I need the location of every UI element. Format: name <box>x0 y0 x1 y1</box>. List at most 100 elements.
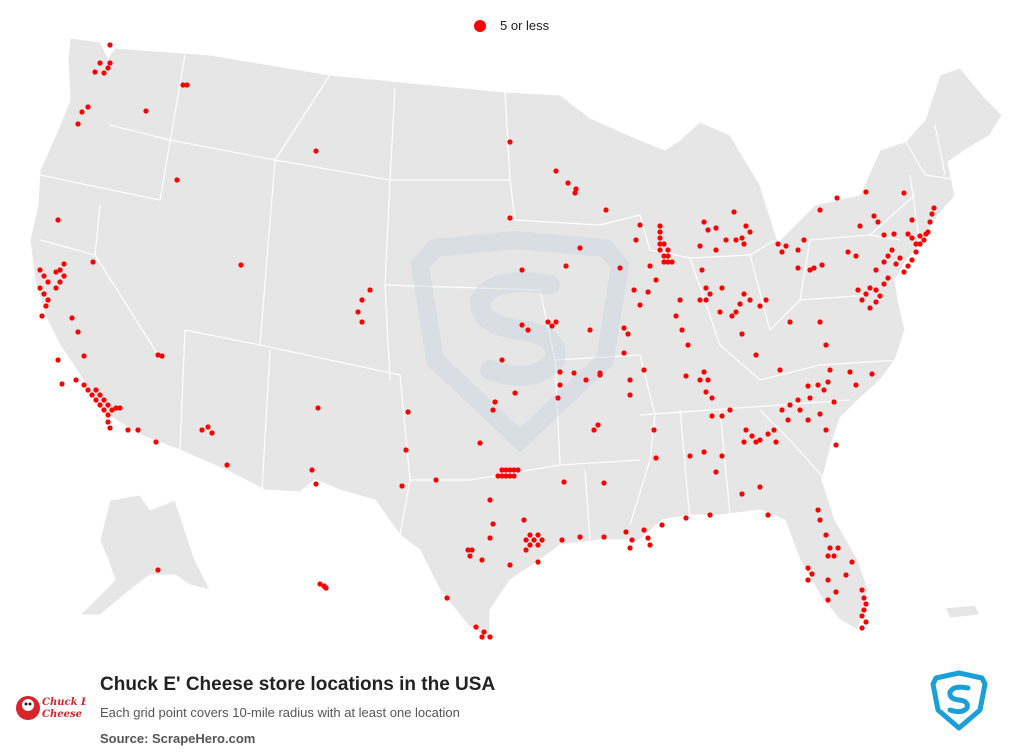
store-location-dot <box>109 407 115 413</box>
store-location-dot <box>507 139 513 145</box>
store-location-dot <box>817 411 823 417</box>
store-location-dot <box>444 595 450 601</box>
store-location-dot <box>765 512 771 518</box>
store-location-dot <box>597 372 603 378</box>
store-location-dot <box>891 231 897 237</box>
store-location-dot <box>39 313 45 319</box>
store-location-dot <box>873 299 879 305</box>
store-location-dot <box>743 223 749 229</box>
store-location-dot <box>561 479 567 485</box>
store-location-dot <box>701 369 707 375</box>
store-location-dot <box>805 383 811 389</box>
store-location-dot <box>673 313 679 319</box>
store-location-dot <box>621 350 627 356</box>
store-location-dot <box>687 453 693 459</box>
us-map <box>29 37 1003 641</box>
store-location-dot <box>875 219 881 225</box>
store-location-dot <box>549 323 555 329</box>
store-location-dot <box>487 535 493 541</box>
store-location-dot <box>857 223 863 229</box>
store-location-dot <box>855 287 861 293</box>
store-location-dot <box>753 439 759 445</box>
store-location-dot <box>41 291 47 297</box>
store-location-dot <box>897 255 903 261</box>
store-location-dot <box>637 302 643 308</box>
store-location-dot <box>823 427 829 433</box>
store-location-dot <box>107 60 113 66</box>
store-location-dot <box>159 353 165 359</box>
store-location-dot <box>621 325 627 331</box>
store-location-dot <box>713 469 719 475</box>
store-location-dot <box>653 455 659 461</box>
store-location-dot <box>697 377 703 383</box>
store-location-dot <box>89 392 95 398</box>
store-location-dot <box>809 571 815 577</box>
store-location-dot <box>773 439 779 445</box>
store-location-dot <box>905 231 911 237</box>
store-location-dot <box>315 405 321 411</box>
store-location-dot <box>559 537 565 543</box>
store-location-dot <box>37 285 43 291</box>
store-location-dot <box>833 589 839 595</box>
store-location-dot <box>184 82 190 88</box>
store-location-dot <box>825 577 831 583</box>
store-location-dot <box>399 483 405 489</box>
store-location-dot <box>709 395 715 401</box>
store-location-dot <box>923 231 929 237</box>
store-location-dot <box>313 148 319 154</box>
store-location-dot <box>81 353 87 359</box>
store-location-dot <box>853 253 859 259</box>
store-location-dot <box>834 195 840 201</box>
store-location-dot <box>863 601 869 607</box>
store-location-dot <box>90 259 96 265</box>
store-location-dot <box>107 425 113 431</box>
store-location-dot <box>901 190 907 196</box>
store-location-dot <box>845 249 851 255</box>
store-location-dot <box>625 331 631 337</box>
store-location-dot <box>125 427 131 433</box>
store-location-dot <box>117 405 123 411</box>
store-location-dot <box>661 241 667 247</box>
store-location-dot <box>572 190 578 196</box>
store-location-dot <box>359 319 365 325</box>
map-title: Chuck E' Cheese store locations in the U… <box>100 674 496 695</box>
store-location-dot <box>69 315 75 321</box>
store-location-dot <box>927 219 933 225</box>
store-location-dot <box>913 241 919 247</box>
store-location-dot <box>85 104 91 110</box>
store-location-dot <box>797 407 803 413</box>
store-location-dot <box>893 261 899 267</box>
store-location-dot <box>97 60 103 66</box>
store-location-dot <box>707 291 713 297</box>
store-location-dot <box>557 382 563 388</box>
store-location-dot <box>737 301 743 307</box>
store-location-dot <box>783 243 789 249</box>
store-location-dot <box>659 522 665 528</box>
store-location-dot <box>739 491 745 497</box>
store-location-dot <box>713 225 719 231</box>
store-location-dot <box>705 227 711 233</box>
store-location-dot <box>811 265 817 271</box>
store-location-dot <box>323 585 329 591</box>
store-location-dot <box>817 207 823 213</box>
store-location-dot <box>403 447 409 453</box>
store-location-dot <box>703 389 709 395</box>
store-location-dot <box>487 497 493 503</box>
scrapehero-shield-icon <box>930 670 988 731</box>
store-location-dot <box>499 357 505 363</box>
store-location-dot <box>527 542 533 548</box>
store-location-dot <box>731 209 737 215</box>
store-location-dot <box>97 402 103 408</box>
store-location-dot <box>521 517 527 523</box>
store-location-dot <box>519 322 525 328</box>
store-location-dot <box>825 379 831 385</box>
store-location-dot <box>499 473 505 479</box>
store-location-dot <box>623 529 629 535</box>
store-location-dot <box>657 241 663 247</box>
store-location-dot <box>499 467 505 473</box>
store-location-dot <box>787 402 793 408</box>
store-location-dot <box>929 211 935 217</box>
store-location-dot <box>677 297 683 303</box>
store-location-dot <box>57 279 63 285</box>
store-location-dot <box>405 409 411 415</box>
